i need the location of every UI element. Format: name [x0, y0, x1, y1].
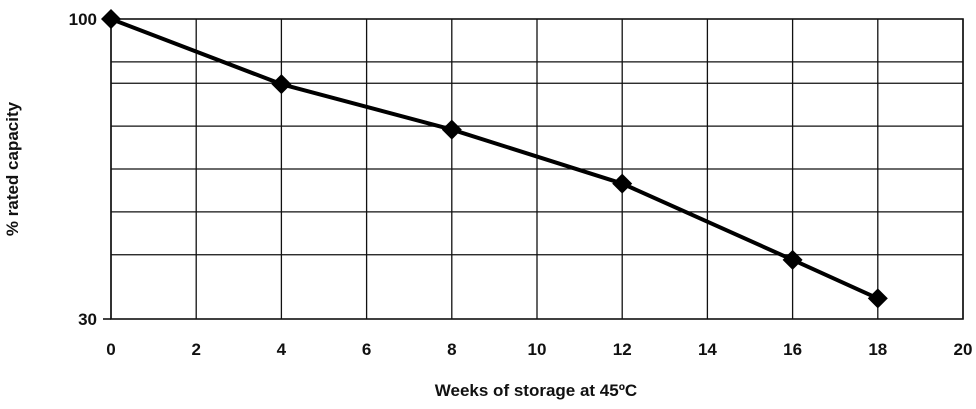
y-tick-label: 30	[78, 310, 97, 329]
plot-border	[110, 18, 964, 320]
x-tick-label: 12	[613, 340, 632, 359]
x-tick-label: 10	[528, 340, 547, 359]
x-tick-label: 14	[698, 340, 717, 359]
data-point-marker	[782, 249, 803, 270]
y-tick-labels: 100 30	[69, 10, 97, 329]
series-line	[110, 17, 879, 301]
x-tick-label: 2	[191, 340, 200, 359]
x-tick-label: 4	[277, 340, 287, 359]
data-point-marker	[612, 173, 633, 194]
x-tick-label: 18	[868, 340, 887, 359]
y-tick-label: 100	[69, 10, 97, 29]
series-layer	[101, 9, 888, 309]
x-tick-label: 6	[362, 340, 371, 359]
x-tick-label: 8	[447, 340, 456, 359]
x-tick-label: 16	[783, 340, 802, 359]
x-axis-label: Weeks of storage at 45ºC	[435, 381, 637, 400]
data-point-marker	[441, 119, 462, 140]
x-tick-label: 0	[106, 340, 115, 359]
data-point-marker	[101, 9, 121, 29]
x-tick-label: 20	[954, 340, 973, 359]
x-tick-labels: 0 2 4 6 8 10 12 14 16 18 20	[106, 340, 972, 359]
grid	[110, 19, 964, 319]
data-point-marker	[271, 74, 292, 95]
y-axis-label: % rated capacity	[3, 101, 22, 236]
data-point-marker	[867, 288, 888, 309]
